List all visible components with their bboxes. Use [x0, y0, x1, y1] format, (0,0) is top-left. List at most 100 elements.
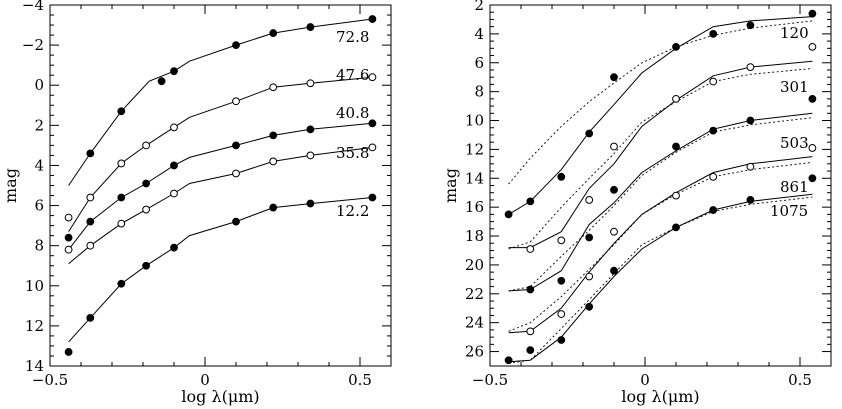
data-point-filled	[157, 77, 166, 86]
data-point-filled	[746, 196, 755, 204]
y-tick-label: 24	[465, 314, 484, 332]
data-point-open	[585, 272, 594, 281]
data-point-open	[610, 227, 618, 236]
data-point-filled	[170, 67, 178, 76]
data-point-filled	[368, 119, 377, 128]
data-point-filled	[117, 107, 126, 116]
data-point-filled	[709, 206, 718, 214]
y-tick-label: 8	[474, 83, 484, 101]
data-point-open	[709, 172, 718, 181]
data-point-open	[170, 189, 178, 198]
x-tick-label: 0.5	[348, 371, 372, 389]
plot-area	[64, 15, 377, 356]
model-curve-dotted	[508, 20, 813, 185]
model-curve	[68, 197, 373, 343]
data-point-open	[368, 143, 377, 152]
data-point-open	[64, 245, 73, 254]
curve-label: 40.8	[336, 104, 369, 122]
data-point-open	[86, 193, 95, 202]
data-point-open	[557, 236, 566, 245]
data-point-open	[368, 73, 377, 82]
y-tick-label: 2	[34, 116, 44, 134]
curve-label: 12.2	[336, 202, 369, 220]
y-tick-label: 6	[474, 54, 484, 72]
y-tick-label: 14	[25, 357, 44, 375]
curve-label: 1075	[770, 202, 808, 220]
y-tick-label: 22	[465, 285, 484, 303]
data-point-filled	[504, 210, 513, 219]
data-point-filled	[709, 29, 718, 38]
y-tick-label: 6	[34, 197, 44, 215]
model-curve	[68, 18, 373, 186]
data-point-open	[709, 77, 718, 86]
data-point-filled	[142, 261, 151, 270]
data-point-filled	[232, 41, 240, 50]
curve-label: 120	[780, 24, 809, 42]
data-point-open	[746, 162, 755, 171]
data-point-filled	[232, 217, 240, 226]
x-tick-label: −0.5	[472, 371, 508, 389]
data-point-filled	[232, 141, 240, 150]
y-tick-label: 26	[465, 343, 484, 361]
data-point-filled	[526, 197, 535, 206]
model-curve-dotted	[508, 161, 813, 332]
data-point-filled	[64, 348, 73, 356]
model-curve	[508, 156, 813, 334]
x-tick-label: 0	[640, 371, 650, 389]
data-point-open	[117, 219, 126, 228]
data-point-filled	[709, 126, 718, 135]
data-point-filled	[306, 23, 315, 31]
data-point-open	[142, 205, 151, 214]
y-tick-label: 8	[34, 237, 44, 255]
y-tick-label: 14	[465, 169, 484, 187]
data-point-filled	[64, 233, 73, 242]
data-point-open	[269, 83, 278, 92]
curve-label: 861	[780, 178, 809, 196]
data-point-open	[170, 123, 178, 132]
data-point-filled	[808, 94, 817, 103]
y-tick-label: −2	[22, 36, 44, 54]
y-tick-label: 4	[474, 25, 484, 43]
curve-label: 47.6	[336, 66, 369, 84]
y-tick-label: 16	[465, 198, 484, 216]
model-curve-dotted	[508, 196, 813, 364]
y-tick-label: 10	[465, 112, 484, 130]
curve-label: 301	[780, 78, 809, 96]
data-point-filled	[557, 172, 566, 181]
y-tick-label: 10	[25, 277, 44, 295]
data-point-open	[526, 327, 535, 336]
y-tick-label: 4	[34, 156, 44, 174]
data-point-filled	[86, 313, 95, 322]
data-point-filled	[585, 129, 594, 138]
data-point-filled	[170, 161, 178, 170]
x-tick-label: −0.5	[32, 371, 68, 389]
model-curve	[508, 193, 813, 363]
y-tick-label: 12	[25, 317, 44, 335]
model-curve	[68, 76, 373, 232]
data-point-filled	[526, 285, 535, 294]
data-point-filled	[746, 21, 755, 30]
curve-label: 72.8	[336, 28, 369, 46]
data-point-filled	[269, 131, 278, 140]
data-point-open	[269, 157, 278, 166]
data-point-filled	[557, 276, 566, 285]
data-point-filled	[170, 243, 178, 252]
data-point-filled	[672, 142, 680, 151]
model-curve	[68, 146, 373, 265]
x-tick-label: 0	[200, 371, 210, 389]
model-curve	[508, 112, 813, 292]
data-point-open	[232, 169, 240, 178]
left-panel: −4 −2 0 2 4 6 8 10 12 14−0.5 0 0.5 log λ(μm) mag 72.8 4…	[1, 0, 392, 406]
data-point-open	[557, 310, 566, 318]
data-point-filled	[368, 193, 377, 202]
y-tick-label: 20	[465, 256, 484, 274]
data-point-filled	[585, 233, 594, 242]
data-point-open	[306, 151, 315, 160]
data-point-open	[610, 142, 618, 151]
data-point-open	[142, 141, 151, 150]
data-point-filled	[86, 217, 95, 226]
data-point-filled	[117, 279, 126, 288]
data-point-filled	[269, 29, 278, 37]
